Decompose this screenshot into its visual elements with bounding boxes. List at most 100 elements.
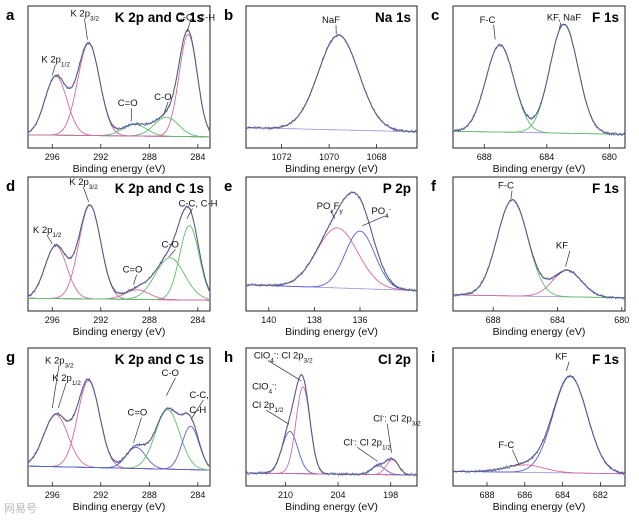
peak-annotation: F-C	[480, 15, 496, 26]
peak-annotation: K 2p3/2	[45, 355, 74, 369]
peak-annotation: C-O	[154, 92, 171, 103]
component-peak	[28, 225, 211, 300]
x-tick-label: 684	[550, 315, 565, 325]
panel-title: F 1s	[592, 10, 619, 25]
peak-annotation: K 2p1/2	[33, 225, 62, 239]
fit-envelope	[246, 34, 417, 133]
peak-annotation: C-C, C-H	[176, 12, 215, 23]
raw-data-line	[452, 198, 626, 300]
x-tick-label: 686	[517, 490, 532, 500]
panel-letter: h	[224, 349, 233, 366]
peak-annotation: ClO4-:	[252, 381, 277, 395]
annotation-arrow	[130, 108, 133, 122]
x-tick-label: 688	[486, 315, 501, 325]
peak-annotation: K 2p3/2	[70, 9, 99, 23]
peak-annotation: ClO4-: Cl 2p3/2	[254, 350, 313, 364]
component-peak	[453, 199, 625, 299]
panel-title: F 1s	[592, 352, 619, 367]
annotation-arrow	[566, 361, 570, 371]
panel-g: 296 292 288 284 Binding energy (eV) g K 2p and…	[6, 347, 211, 513]
x-tick-label: 288	[142, 152, 157, 162]
x-tick-label: 684	[555, 490, 570, 500]
annotation-arrow	[330, 210, 336, 219]
annotation-arrow	[267, 360, 302, 382]
annotation-arrow	[362, 215, 386, 227]
plot-frame	[452, 176, 626, 312]
peak-annotation: C=O	[118, 98, 138, 109]
x-tick-label: 292	[93, 490, 108, 500]
component-peak	[28, 425, 211, 470]
peak-annotation: C=O	[123, 265, 143, 276]
x-tick-label: 136	[352, 315, 367, 325]
panel-a: 296 292 288 284 Binding energy (eV) a K 2p and…	[6, 5, 215, 175]
background-line	[246, 127, 418, 133]
x-tick-label: 688	[477, 152, 492, 162]
annotation-arrow	[357, 446, 378, 462]
annotation-arrow	[57, 382, 67, 409]
x-tick-label: 296	[45, 490, 60, 500]
x-tick-label: 680	[602, 152, 617, 162]
annotation-arrow	[133, 417, 142, 443]
panel-d: 296 292 288 284 Binding energy (eV) d K 2p and…	[6, 176, 218, 338]
panel-title: K 2p and C 1s	[115, 352, 204, 367]
annotation-arrow	[166, 377, 176, 396]
annotation-arrow	[163, 101, 169, 114]
panel-letter: f	[431, 178, 437, 195]
component-peak	[452, 23, 625, 135]
x-tick-label: 684	[539, 152, 554, 162]
panel-letter: a	[6, 7, 15, 24]
panel-letter: d	[6, 178, 15, 195]
x-tick-label: 292	[93, 315, 108, 325]
fit-envelope	[27, 204, 211, 297]
peak-annotation: Cl-: Cl 2p1/2	[343, 437, 391, 451]
peak-annotation: C-O	[161, 239, 178, 250]
annotation-arrow	[186, 22, 191, 33]
x-axis-label: Binding energy (eV)	[493, 163, 586, 175]
panel-title: Cl 2p	[378, 352, 411, 367]
peak-annotation: C-C,	[189, 390, 209, 401]
peak-annotation: KF	[555, 352, 567, 363]
annotation-arrow	[51, 64, 56, 76]
plot-frame	[27, 5, 211, 149]
plot-frame	[27, 347, 211, 487]
x-axis-label: Binding energy (eV)	[285, 163, 378, 175]
annotation-arrow	[512, 449, 520, 466]
annotation-arrow	[51, 365, 60, 409]
x-tick-label: 292	[93, 152, 108, 162]
x-axis-label: Binding energy (eV)	[285, 326, 378, 338]
plot-frame	[452, 5, 626, 149]
plot-frame	[245, 5, 418, 149]
peak-annotation: C=O	[127, 408, 147, 419]
peak-annotation: PO4-	[371, 205, 391, 219]
component-peak	[28, 409, 210, 471]
annotation-arrow	[168, 249, 176, 258]
peak-annotation: NaF	[322, 15, 340, 26]
raw-data-line	[245, 373, 418, 477]
plot-frame	[245, 176, 418, 312]
panel-letter: e	[224, 178, 232, 195]
fit-envelope	[27, 29, 211, 134]
peak-annotation: C-H	[189, 405, 206, 416]
component-peak	[246, 430, 417, 476]
annotation-arrow	[84, 18, 88, 40]
x-tick-label: 284	[190, 490, 205, 500]
plot-frame	[452, 347, 626, 487]
x-tick-label: 1070	[319, 152, 339, 162]
x-tick-label: 688	[480, 490, 495, 500]
panel-title: F 1s	[592, 181, 619, 196]
peak-annotation: K 2p3/2	[69, 177, 98, 191]
x-tick-label: 288	[142, 315, 157, 325]
raw-data-line	[27, 28, 211, 134]
panel-title: P 2p	[383, 181, 411, 196]
x-tick-label: 140	[261, 315, 276, 325]
peak-annotation: C-C, C-H	[178, 199, 217, 210]
annotation-arrow	[133, 274, 137, 285]
peak-annotation: KF	[556, 241, 568, 252]
x-axis-label: Binding energy (eV)	[493, 501, 586, 513]
raw-data-line	[452, 374, 626, 476]
fit-envelope	[453, 375, 626, 474]
peak-annotation: C-O	[161, 368, 178, 379]
peak-annotation: POxFy	[317, 201, 344, 215]
peak-annotation: F-C	[498, 181, 514, 192]
